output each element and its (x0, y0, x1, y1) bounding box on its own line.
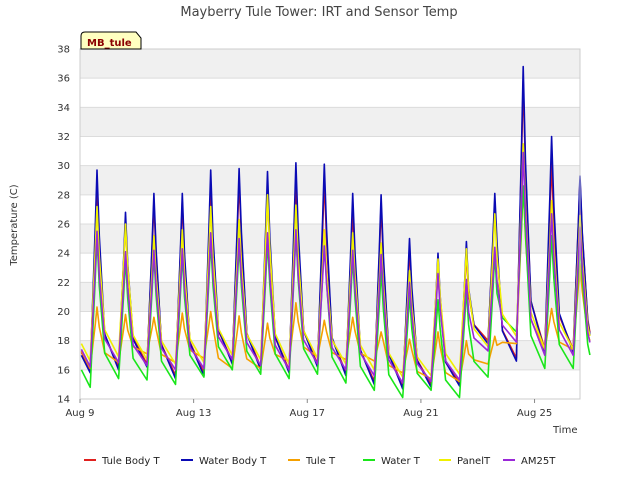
plot-band (80, 78, 580, 108)
x-tick-label: Aug 17 (290, 408, 325, 419)
legend-label: Tule T (305, 456, 336, 467)
y-tick-label: 24 (57, 249, 70, 260)
plot-band (80, 369, 580, 399)
site-badge-label: MB_tule (87, 38, 132, 49)
x-axis-label: Time (552, 425, 577, 436)
series-lines (80, 65, 591, 399)
legend-label: PanelT (457, 456, 491, 467)
x-axis-ticks: Aug 9 Aug 13 Aug 17 Aug 21 Aug 25 (65, 399, 552, 419)
y-axis-ticks: 14 16 18 20 22 24 26 28 30 32 34 36 38 (57, 45, 70, 406)
legend-item-water-body-t: Water Body T (181, 456, 267, 467)
plot-band (80, 107, 580, 137)
plot-band (80, 49, 580, 79)
y-tick-label: 32 (57, 132, 70, 143)
legend-label: AM25T (521, 456, 556, 467)
series-line-water-t (80, 185, 591, 399)
y-tick-label: 22 (57, 278, 70, 289)
series-line-am25t (80, 151, 591, 384)
series-line-tule-t (80, 185, 591, 383)
plot-band (80, 136, 580, 166)
series-line-panelt (80, 143, 591, 378)
y-tick-label: 38 (57, 45, 70, 56)
y-tick-label: 28 (57, 190, 70, 201)
x-tick-label: Aug 9 (65, 408, 94, 419)
y-tick-label: 14 (57, 395, 70, 406)
legend-item-water-t: Water T (363, 456, 421, 467)
y-tick-label: 34 (57, 103, 70, 114)
y-tick-label: 16 (57, 365, 70, 376)
legend-item-tule-body-t: Tule Body T (84, 456, 160, 467)
plot-frame (79, 48, 581, 400)
site-badge: MB_tule (80, 31, 142, 50)
chart-title: Mayberry Tule Tower: IRT and Sensor Temp (180, 5, 457, 20)
legend-item-tule-t: Tule T (288, 456, 336, 467)
site-badge-shape (80, 31, 142, 50)
x-tick-label: Aug 21 (403, 408, 438, 419)
legend: Tule Body T Water Body T Tule T Water T Pane… (84, 456, 556, 467)
y-tick-label: 20 (57, 307, 70, 318)
legend-label: Tule Body T (101, 456, 160, 467)
y-tick-label: 26 (57, 220, 70, 231)
y-tick-label: 36 (57, 74, 70, 85)
x-tick-label: Aug 25 (517, 408, 552, 419)
legend-label: Water Body T (199, 456, 267, 467)
legend-label: Water T (381, 456, 421, 467)
y-axis-label: Temperature (C) (9, 184, 20, 266)
legend-item-am25t: AM25T (503, 456, 556, 467)
x-tick-label: Aug 13 (176, 408, 211, 419)
y-tick-label: 30 (57, 161, 70, 172)
y-tick-label: 18 (57, 336, 70, 347)
legend-item-panelt: PanelT (439, 456, 491, 467)
plot-band (80, 165, 580, 195)
